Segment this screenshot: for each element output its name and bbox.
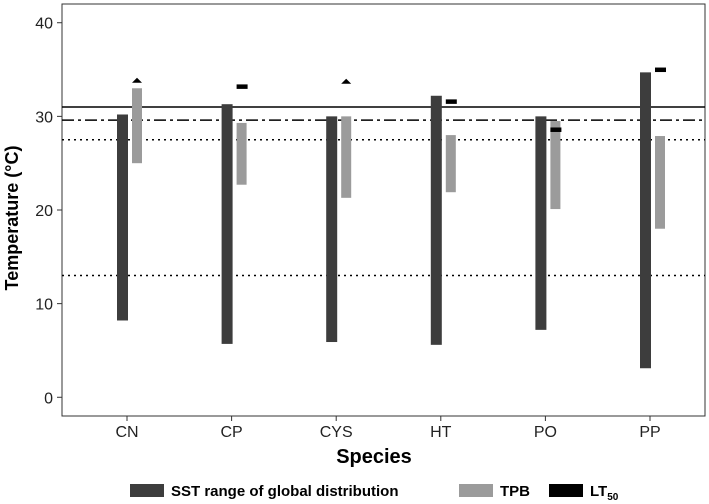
tpb-bar-cp: [236, 122, 247, 185]
legend: SST range of global distribution TPB LT5…: [130, 483, 619, 503]
tpb-bar-cn: [132, 88, 142, 164]
lt50-marker-po: [550, 127, 562, 132]
x-tick-label-cp: CP: [220, 424, 242, 441]
y-axis-title: Temperature (°C): [2, 146, 22, 291]
x-tick-label-cn: CN: [115, 424, 138, 441]
sst-bar-cys: [326, 116, 338, 343]
tpb-bar-cys: [341, 116, 352, 198]
tpb-bar-po: [550, 121, 561, 210]
legend-swatch-sst: [130, 484, 164, 497]
x-tick-label-ht: HT: [430, 424, 452, 441]
y-tick-label-20: 20: [35, 203, 53, 220]
y-tick-label-0: 0: [44, 390, 53, 407]
sst-bar-cn: [117, 114, 128, 321]
y-tick-label-10: 10: [35, 297, 53, 314]
lt50-marker-pp: [655, 67, 666, 73]
reference-lines: [62, 106, 705, 277]
legend-swatch-lt50: [549, 484, 583, 497]
y-tick-label-40: 40: [35, 16, 53, 33]
sst-bar-cp: [221, 104, 233, 344]
legend-label-lt50-sub: 50: [607, 492, 619, 503]
lt50-marker-cys: [341, 78, 352, 84]
legend-label-lt50: LT50: [590, 483, 619, 503]
x-axis-ticks: CN CP CYS HT PO PP: [115, 416, 661, 441]
tpb-bar-ht: [445, 135, 456, 193]
lt50-markers: [132, 67, 666, 132]
lt50-marker-cp: [236, 84, 248, 89]
plot-area: [61, 3, 706, 417]
sst-bar-pp: [640, 72, 651, 369]
x-tick-label-po: PO: [534, 424, 557, 441]
tpb-bars: [132, 88, 665, 229]
lt50-marker-cn: [132, 77, 142, 83]
x-tick-label-pp: PP: [639, 424, 660, 441]
sst-range-bars: [117, 72, 651, 369]
legend-label-sst: SST range of global distribution: [171, 483, 399, 500]
legend-label-lt50-main: LT: [590, 483, 607, 500]
legend-label-tpb: TPB: [500, 483, 530, 500]
x-tick-label-cys: CYS: [320, 424, 353, 441]
tpb-bar-pp: [655, 136, 665, 229]
sst-bar-po: [535, 116, 547, 330]
plot-frame: [61, 3, 706, 417]
x-axis-title: Species: [336, 446, 412, 468]
y-axis-ticks: 0 10 20 30 40: [35, 16, 62, 407]
lt50-marker-ht: [445, 99, 457, 104]
y-tick-label-30: 30: [35, 109, 53, 126]
legend-swatch-tpb: [459, 484, 493, 497]
sst-bar-ht: [430, 95, 442, 345]
